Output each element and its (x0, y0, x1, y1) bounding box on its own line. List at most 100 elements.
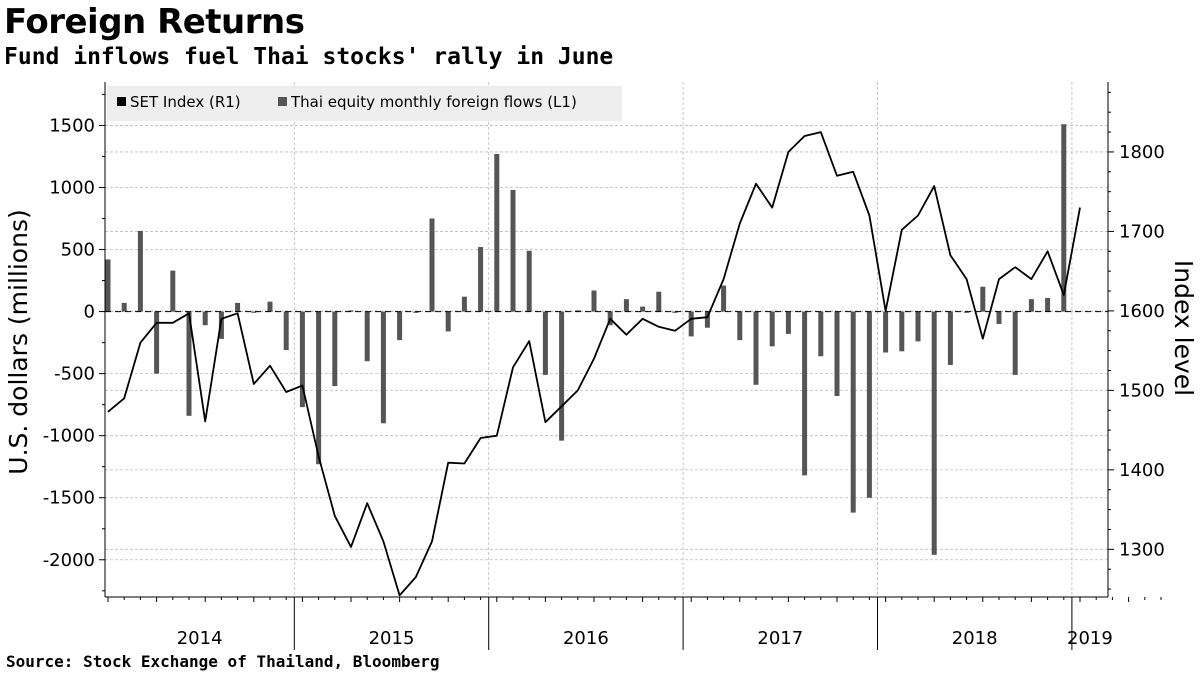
source-note: Source: Stock Exchange of Thailand, Bloo… (6, 652, 440, 671)
flow-bar (753, 311, 759, 385)
left-tick-label: 1500 (49, 115, 95, 136)
set-index-line (107, 131, 1081, 597)
legend-label-foreign-flows: Thai equity monthly foreign flows (L1) (290, 93, 577, 111)
flow-bar (802, 311, 808, 476)
left-tick-label: -1000 (43, 426, 95, 447)
flow-bar (186, 311, 192, 416)
flow-bar (640, 306, 646, 312)
flow-bar (154, 311, 160, 374)
flow-bar (834, 311, 840, 396)
flow-bar (980, 286, 986, 312)
x-tick-label: 2014 (177, 628, 223, 649)
flow-bar (1045, 297, 1051, 312)
legend-label-set-index: SET Index (R1) (130, 93, 241, 111)
y-axis-left-title: U.S. dollars (millions) (4, 209, 33, 474)
flow-bar (964, 311, 970, 313)
right-tick-label: 1600 (1119, 301, 1165, 322)
flow-bar (364, 311, 370, 362)
flow-bar (494, 153, 500, 312)
flow-bar (461, 296, 467, 312)
flow-bar (429, 218, 435, 312)
flow-bar (850, 311, 856, 513)
flow-bar (721, 285, 727, 312)
flow-bar (575, 310, 581, 312)
flow-bar (883, 311, 889, 353)
left-tick-label: 0 (84, 302, 95, 323)
flow-bar (1028, 299, 1034, 312)
flow-bar (591, 290, 597, 312)
flow-bars (105, 124, 1067, 555)
bottom-axis: 2014 2015 2016 2017 2018 2019 (105, 596, 1162, 650)
flow-bar (737, 311, 743, 341)
flow-bar (785, 311, 791, 334)
flow-bar (931, 311, 937, 555)
flow-bar (947, 311, 953, 365)
flow-bar (283, 311, 289, 351)
plot-background (105, 82, 1108, 597)
left-axis: 1500 1000 500 0 -500 -1000 -1500 -2000 (43, 82, 106, 597)
x-tick-label: 2019 (1067, 628, 1113, 649)
chart-title: Foreign Returns (4, 2, 305, 42)
flow-bar (1061, 124, 1067, 312)
flow-bar (915, 311, 921, 342)
x-tick-label: 2017 (757, 628, 803, 649)
flow-bar (316, 311, 322, 465)
x-tick-label: 2015 (369, 628, 415, 649)
flow-bar (105, 259, 111, 312)
flow-bar (413, 311, 419, 313)
flow-bar (137, 230, 143, 312)
flow-bar (656, 291, 662, 312)
flow-bar (478, 247, 484, 312)
left-tick-label: 500 (61, 240, 95, 261)
flow-bar (672, 311, 678, 313)
flow-bar (559, 311, 565, 441)
legend-background (107, 86, 622, 121)
flow-bar (688, 311, 694, 337)
flow-bar (1012, 311, 1018, 375)
flow-bar (445, 311, 451, 332)
right-tick-label: 1300 (1119, 539, 1165, 560)
flow-bar (235, 302, 241, 312)
flow-bar (899, 311, 905, 352)
legend-swatch-set-index (117, 97, 126, 106)
gridlines (105, 125, 1108, 561)
chart-subtitle: Fund inflows fuel Thai stocks' rally in … (4, 44, 614, 70)
flow-bar (121, 302, 127, 312)
flow-bar (299, 311, 305, 408)
left-tick-label: -1500 (43, 488, 95, 509)
legend-swatch-foreign-flows (278, 97, 287, 106)
flow-bar (526, 250, 532, 312)
flow-bar (510, 189, 516, 312)
flow-bar (866, 311, 872, 498)
left-tick-label: 1000 (49, 177, 95, 198)
set-index-polyline (107, 131, 1081, 597)
year-separators (293, 82, 1073, 597)
flow-bar (769, 311, 775, 347)
flow-bar (170, 270, 176, 312)
legend: SET Index (R1) Thai equity monthly forei… (107, 86, 622, 121)
flow-bar (348, 310, 354, 312)
right-tick-label: 1500 (1119, 380, 1165, 401)
flow-bar (996, 311, 1002, 324)
flow-bar (251, 311, 257, 313)
flow-bar (218, 311, 224, 339)
y-axis-right-title: Index level (1169, 260, 1198, 396)
flow-bar (380, 311, 386, 424)
right-tick-label: 1400 (1119, 460, 1165, 481)
left-tick-label: -500 (54, 364, 95, 385)
x-tick-label: 2018 (952, 628, 998, 649)
right-axis: 1800 1700 1600 1500 1400 1300 (1107, 82, 1165, 597)
right-tick-label: 1700 (1119, 221, 1165, 242)
x-tick-label: 2016 (563, 628, 609, 649)
flow-bar (397, 311, 403, 341)
flow-bar (704, 311, 710, 328)
flow-bar (202, 311, 208, 326)
right-tick-label: 1800 (1119, 142, 1165, 163)
left-tick-label: -2000 (43, 550, 95, 571)
flow-bar (332, 311, 338, 387)
flow-bar (267, 301, 273, 312)
flow-bar (542, 311, 548, 375)
flow-bar (818, 311, 824, 357)
flow-bar (623, 299, 629, 312)
